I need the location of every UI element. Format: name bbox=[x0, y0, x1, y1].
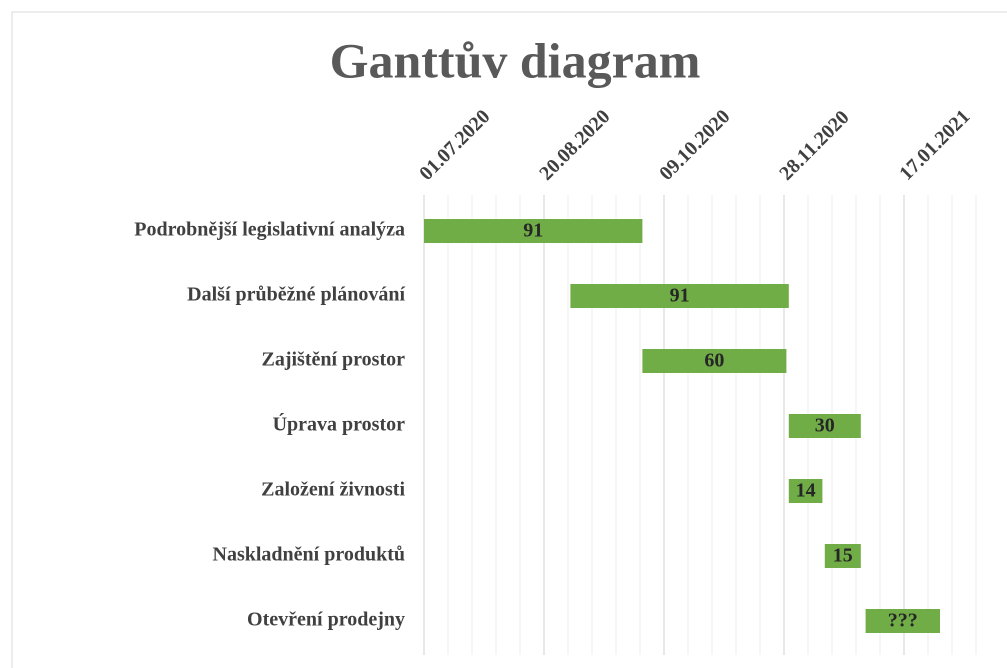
value-label: 91 bbox=[523, 220, 543, 242]
category-label: Naskladnění produktů bbox=[213, 544, 406, 566]
bar bbox=[424, 219, 643, 243]
value-label: 60 bbox=[704, 350, 724, 372]
category-label: Otevření prodejny bbox=[247, 609, 405, 631]
value-label: 91 bbox=[670, 285, 690, 307]
value-label: 15 bbox=[833, 545, 853, 567]
bar bbox=[570, 284, 789, 308]
bar bbox=[788, 414, 861, 438]
value-label: ??? bbox=[888, 610, 918, 632]
chart-border bbox=[11, 11, 1007, 668]
value-label: 14 bbox=[796, 480, 816, 502]
category-label: Podrobnější legislativní analýza bbox=[134, 219, 405, 241]
category-label: Založení živnosti bbox=[261, 479, 405, 501]
value-label: 30 bbox=[815, 415, 835, 437]
bar bbox=[788, 479, 823, 503]
bar bbox=[642, 349, 787, 373]
chart-title: Ganttův diagram bbox=[330, 32, 701, 88]
bar bbox=[824, 544, 861, 568]
category-label: Další průběžné plánování bbox=[187, 284, 405, 306]
category-label: Zajištění prostor bbox=[261, 349, 405, 371]
category-label: Úprava prostor bbox=[273, 412, 406, 436]
bar bbox=[865, 609, 940, 633]
